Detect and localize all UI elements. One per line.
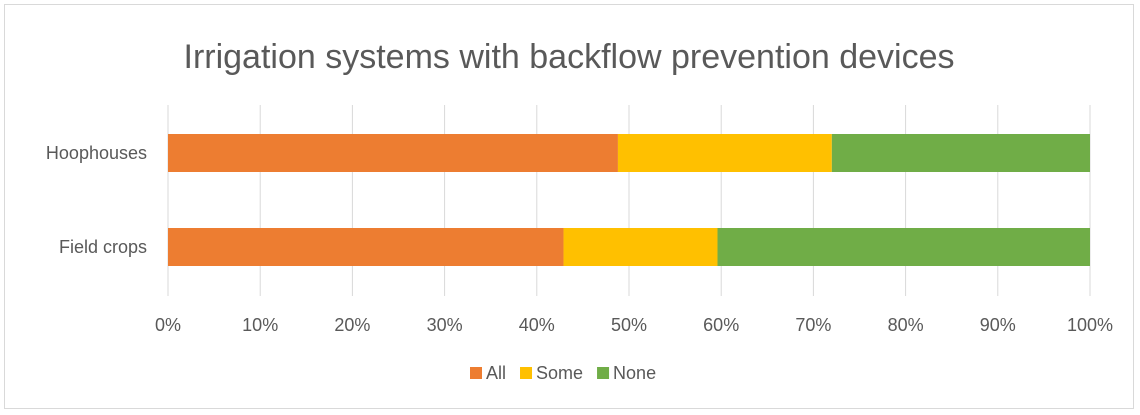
legend-label-all: All xyxy=(486,363,506,383)
legend-swatch-all xyxy=(470,367,482,379)
chart-area xyxy=(4,4,1134,409)
bar-segment-some xyxy=(617,134,832,172)
legend-swatch-none xyxy=(597,367,610,379)
bar-segment-all xyxy=(168,228,564,266)
category-label: Field crops xyxy=(59,237,147,257)
chart-title: Irrigation systems with backflow prevent… xyxy=(184,38,955,76)
x-tick-label: 40% xyxy=(519,315,555,335)
x-tick-label: 90% xyxy=(980,315,1016,335)
legend-swatch-some xyxy=(520,367,533,379)
x-tick-label: 70% xyxy=(795,315,831,335)
bars xyxy=(168,134,1090,266)
x-tick-label: 80% xyxy=(888,315,924,335)
y-axis: Hoophouses Field crops xyxy=(46,143,147,257)
x-tick-label: 0% xyxy=(155,315,181,335)
bar-segment-none xyxy=(717,228,1090,266)
x-axis: 0% 10% 20% 30% 40% 50% 60% 70% 80% 90% 100% xyxy=(155,315,1113,335)
x-tick-label: 60% xyxy=(703,315,739,335)
x-tick-label: 30% xyxy=(427,315,463,335)
bar-segment-all xyxy=(168,134,618,172)
legend-label-none: None xyxy=(613,363,656,383)
gridlines xyxy=(167,105,1091,296)
legend-label-some: Some xyxy=(536,363,583,383)
x-tick-label: 10% xyxy=(242,315,278,335)
bar-segment-none xyxy=(831,134,1090,172)
bar-segment-some xyxy=(563,228,718,266)
x-tick-label: 100% xyxy=(1067,315,1113,335)
category-label: Hoophouses xyxy=(46,143,147,163)
legend: All Some None xyxy=(470,363,656,383)
x-tick-label: 20% xyxy=(334,315,370,335)
x-tick-label: 50% xyxy=(611,315,647,335)
